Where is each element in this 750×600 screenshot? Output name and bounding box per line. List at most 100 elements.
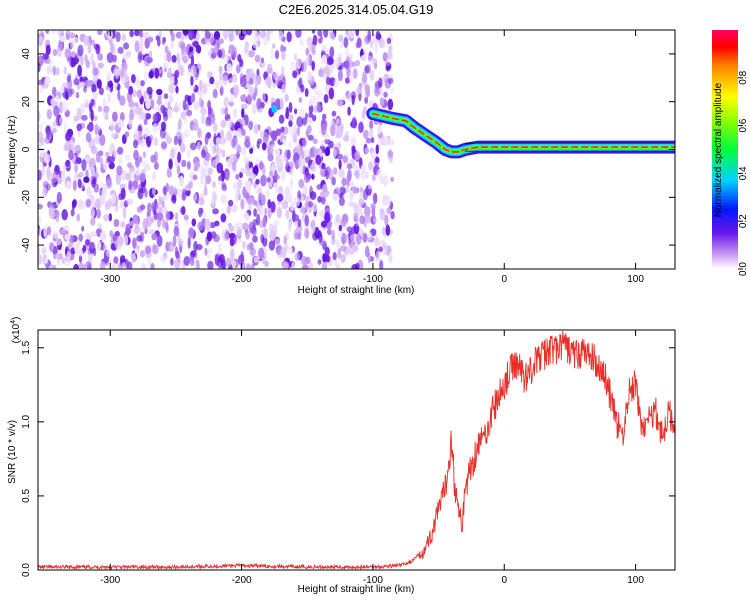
noise-speck [260, 204, 266, 215]
noise-speck [205, 119, 210, 127]
noise-speck [350, 136, 357, 147]
noise-speck [91, 208, 95, 218]
noise-speck [107, 80, 113, 88]
noise-hotspot [271, 104, 278, 113]
noise-speck [43, 79, 48, 90]
noise-speck [335, 238, 341, 249]
noise-speck [348, 30, 355, 39]
noise-speck [347, 91, 351, 102]
noise-speck [342, 94, 348, 101]
noise-speck [292, 70, 298, 79]
noise-speck [212, 88, 218, 99]
noise-speck [128, 85, 134, 95]
noise-speck [132, 237, 137, 250]
noise-speck [76, 157, 82, 165]
noise-speck [342, 155, 348, 164]
noise-speck [156, 99, 162, 106]
noise-speck [245, 169, 251, 177]
noise-speck [66, 75, 72, 83]
noise-speck [90, 53, 94, 65]
noise-speck [53, 253, 57, 260]
spectrogram-x-tick-label: -100 [363, 274, 383, 285]
noise-speck [219, 72, 224, 81]
noise-speck [364, 64, 371, 74]
noise-speck [220, 129, 225, 139]
noise-speck [240, 30, 248, 37]
noise-speck [179, 238, 184, 246]
snr-x-tick-label: 0 [501, 575, 507, 586]
noise-speck [253, 256, 259, 264]
noise-speck [304, 171, 311, 184]
noise-speck [340, 245, 347, 252]
spectrogram-y-tick-label: 40 [21, 48, 32, 60]
noise-speck [78, 171, 84, 178]
noise-speck [43, 225, 48, 238]
noise-speck [71, 141, 75, 148]
noise-speck [84, 54, 88, 62]
noise-speck [128, 117, 133, 130]
noise-speck [77, 249, 84, 257]
noise-speck [98, 87, 104, 96]
noise-speck [360, 171, 367, 180]
noise-speck [183, 256, 191, 266]
noise-speck [73, 78, 80, 86]
noise-speck [355, 215, 360, 227]
noise-speck [99, 194, 106, 205]
noise-speck [63, 66, 67, 75]
snr-scale-end: ) [11, 317, 22, 320]
noise-speck [177, 64, 184, 76]
snr-x-label: Height of straight line (km) [298, 584, 415, 595]
noise-speck [77, 64, 82, 77]
noise-speck [267, 206, 272, 219]
noise-speck [134, 248, 140, 255]
noise-speck [226, 63, 233, 73]
noise-speck [80, 55, 84, 66]
noise-speck [273, 169, 278, 182]
noise-speck [375, 250, 380, 262]
noise-speck [119, 68, 125, 78]
noise-speck [378, 77, 383, 88]
noise-speck [46, 183, 51, 191]
noise-speck [209, 76, 215, 85]
noise-speck [310, 219, 316, 229]
noise-speck [236, 127, 242, 136]
noise-speck [246, 71, 252, 79]
noise-speck [64, 48, 72, 58]
noise-speck [364, 147, 369, 154]
noise-speck [274, 238, 280, 245]
noise-speck [164, 54, 168, 62]
noise-speck [189, 142, 197, 151]
noise-speck [226, 205, 232, 214]
noise-speck [90, 98, 95, 107]
noise-speck [293, 214, 299, 222]
noise-speck [309, 191, 317, 200]
noise-speck [157, 212, 164, 222]
snr-x-axis: -300 -200 -100 0 100 [100, 330, 644, 586]
noise-speck [254, 54, 261, 63]
noise-speck [181, 205, 186, 216]
noise-speck [335, 214, 341, 224]
spectrogram-x-tick-label: 100 [627, 274, 644, 285]
noise-speck [304, 228, 310, 239]
noise-speck [355, 41, 360, 49]
noise-speck [218, 65, 223, 74]
noise-speck [73, 145, 81, 152]
noise-speck [240, 167, 246, 174]
noise-speck [258, 161, 264, 170]
noise-speck [360, 163, 367, 174]
noise-speck [143, 71, 149, 83]
snr-x-tick-label: -300 [100, 575, 120, 586]
noise-speck [193, 261, 197, 269]
noise-speck [333, 167, 338, 175]
noise-speck [109, 230, 114, 238]
noise-speck [112, 233, 118, 242]
noise-speck [183, 114, 187, 125]
noise-speck [136, 89, 143, 99]
noise-speck [115, 31, 121, 43]
noise-speck [152, 171, 157, 181]
noise-speck [375, 33, 382, 40]
noise-speck [81, 159, 87, 172]
noise-speck [378, 246, 383, 253]
noise-speck [260, 30, 267, 39]
